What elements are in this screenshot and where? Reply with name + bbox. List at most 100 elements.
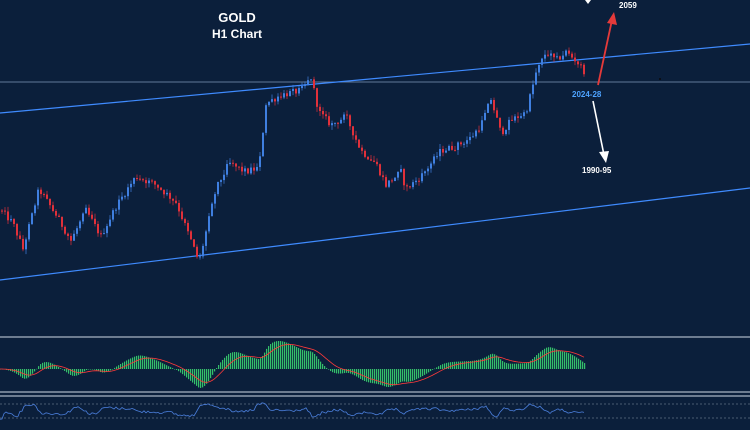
candle-body [328,116,330,126]
candle-body [244,168,246,172]
macd-bar [106,369,108,373]
macd-bar [412,369,414,381]
macd-bar [456,361,458,369]
macd-bar [140,355,142,369]
candle-body [253,167,255,171]
macd-histogram [0,341,586,388]
candle-body [367,156,369,160]
candle-body [421,173,423,182]
candle-body [559,56,561,60]
annotation-2024-28: 2024-28 [572,90,602,99]
macd-bar [268,346,270,369]
macd-bar [132,357,134,369]
macd-bar [360,369,362,379]
macd-bar [322,363,324,369]
macd-bar [148,357,150,369]
candle-body [127,187,129,197]
macd-bar [460,361,462,369]
macd-bar [324,366,326,369]
macd-bar [446,362,448,369]
macd-bar [94,369,96,370]
candle-body [187,222,189,232]
candle-body [400,169,402,172]
macd-bar [84,369,86,372]
candle-body [55,211,57,216]
candle-body [484,112,486,121]
macd-bar [368,369,370,383]
macd-bar [276,341,278,369]
candle-body [391,180,393,182]
channel-lower-line [0,187,750,281]
candle-body [145,180,147,184]
macd-bar [208,369,210,382]
candle-body [361,147,363,151]
macd-bar [386,369,388,387]
candle-body [532,84,534,95]
macd-bar [550,347,552,369]
small-marker [659,78,661,80]
macd-bar [266,348,268,369]
candle-body [34,205,36,214]
macd-bar [298,348,300,369]
macd-bar [294,346,296,369]
candle-body [445,150,447,153]
macd-bar [188,369,190,380]
candle-body [442,148,444,153]
macd-bar [74,369,76,376]
macd-bar [516,363,518,369]
macd-bar [314,353,316,369]
corner-arrow-tip-icon [585,0,591,4]
candle-body [109,219,111,227]
macd-bar [286,342,288,369]
macd-bar [56,365,58,369]
candle-body [175,200,177,203]
macd-bar [248,356,250,369]
macd-bar [228,354,230,369]
candle-body [76,228,78,234]
macd-bar [536,355,538,369]
candle-body [82,213,84,222]
macd-bar [284,341,286,369]
candle-body [151,180,153,182]
macd-bar [158,361,160,369]
candle-body [541,58,543,65]
chart-title: GOLD [218,10,256,25]
macd-bar [118,365,120,369]
macd-bar [544,348,546,369]
candle-body [232,162,234,164]
macd-bar [302,349,304,369]
macd-bar [430,369,432,372]
annotation-2059: 2059 [619,1,637,10]
macd-bar [258,359,260,369]
candle-body [22,238,24,250]
candle-body [121,196,123,200]
macd-bar [580,360,582,369]
candle-body [43,194,45,196]
macd-bar [584,363,586,369]
candle-body [568,50,570,54]
candle-body [514,116,516,121]
macd-bar [36,368,38,370]
macd-bar [378,369,380,385]
macd-bar [424,369,426,375]
macd-bar [34,369,36,372]
macd-bar [502,361,504,369]
macd-bar [136,355,138,369]
candle-body [79,221,81,229]
macd-bar [472,360,474,369]
candle-body [565,50,567,56]
candle-body [70,235,72,241]
candle-body [472,136,474,138]
candle-body [403,169,405,186]
candle-body [196,246,198,257]
macd-bar [464,361,466,369]
macd-bar [518,363,520,369]
macd-bar [206,369,208,384]
macd-bar [426,369,428,374]
macd-bar [244,354,246,369]
candle-body [157,184,159,188]
macd-bar [530,360,532,369]
macd-bar [196,369,198,386]
macd-bar [570,354,572,369]
macd-bar [524,363,526,369]
